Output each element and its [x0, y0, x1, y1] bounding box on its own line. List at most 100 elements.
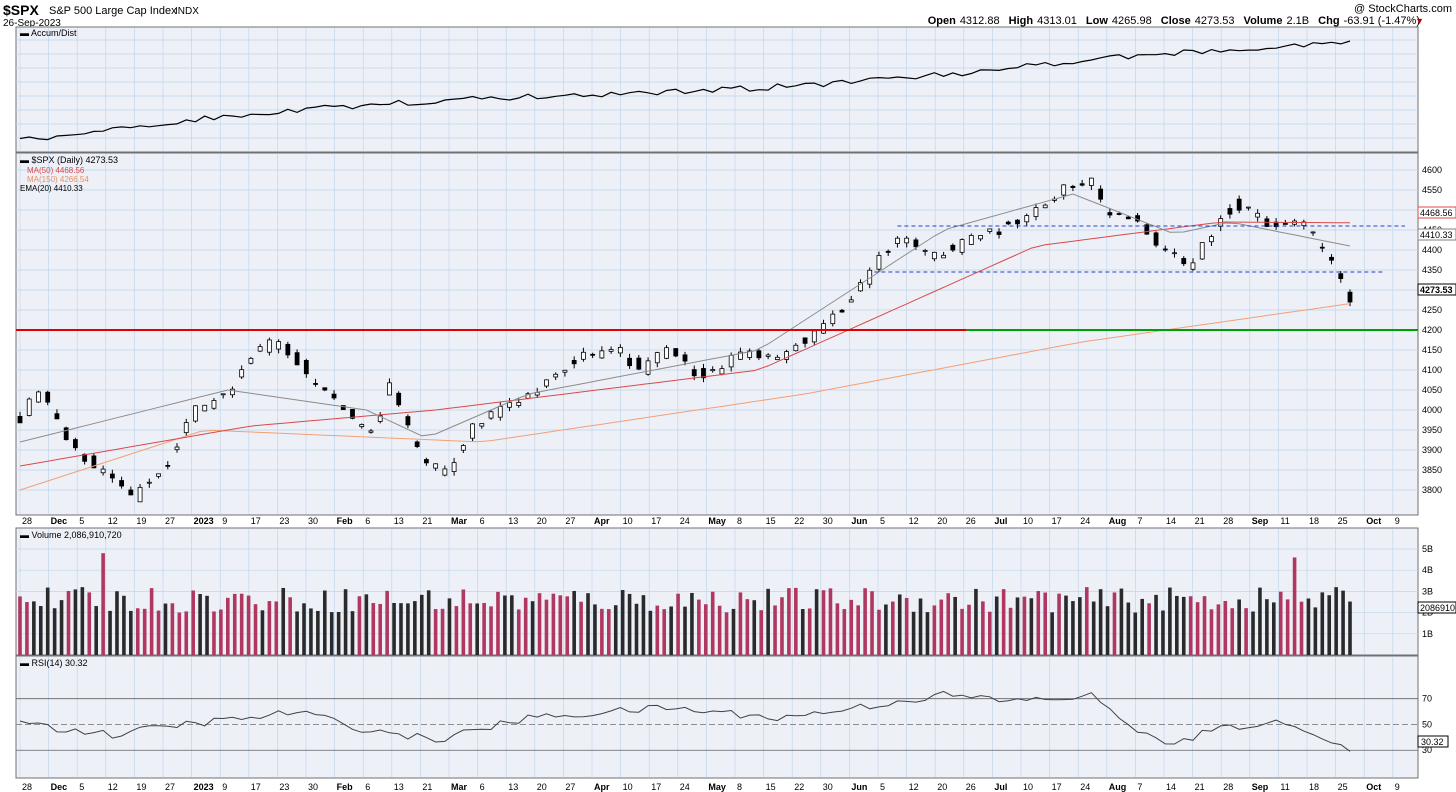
candle-body	[1061, 184, 1067, 196]
candle-body	[673, 348, 679, 357]
volume-bar	[690, 592, 694, 655]
candle-body	[1070, 185, 1076, 188]
x-tick-label: 17	[251, 782, 261, 792]
candle-body	[54, 413, 60, 420]
x-tick-label: Apr	[594, 782, 610, 792]
volume-bar	[800, 609, 805, 655]
volume-bar	[752, 600, 757, 655]
ma150-legend: MA(150) 4266.54	[27, 175, 89, 184]
candle-body	[183, 422, 189, 434]
volume-bar	[170, 603, 175, 655]
volume-bar	[426, 590, 431, 655]
candle-body	[257, 346, 263, 352]
candle-body	[978, 235, 983, 240]
x-tick-label: Aug	[1109, 516, 1127, 526]
volume-y-tick: 3B	[1422, 586, 1433, 596]
volume-bar	[856, 605, 860, 655]
volume-bar	[191, 590, 195, 655]
candle-body	[137, 486, 143, 503]
x-tick-label: 8	[737, 516, 742, 526]
volume-bar	[551, 593, 556, 655]
x-tick-label: 9	[222, 782, 227, 792]
volume-bar	[489, 606, 493, 655]
candle-body	[811, 330, 817, 343]
candle-body	[876, 255, 882, 270]
volume-bar	[260, 610, 265, 655]
volume-bar	[1168, 587, 1172, 655]
candle-body	[1162, 248, 1168, 251]
candle-body	[1015, 219, 1020, 225]
volume-bar	[198, 594, 202, 655]
x-tick-label: Mar	[451, 516, 468, 526]
candle-body	[747, 350, 753, 358]
volume-bar	[25, 602, 29, 655]
x-tick-label: 13	[508, 782, 518, 792]
candle-body	[756, 350, 762, 359]
candle-body	[895, 237, 900, 244]
x-tick-label: May	[708, 516, 726, 526]
candle-body	[848, 299, 854, 303]
volume-bar	[1306, 598, 1311, 655]
candle-body	[36, 391, 41, 403]
volume-bar	[953, 596, 957, 655]
candle-body	[1033, 207, 1039, 217]
volume-bar	[780, 597, 784, 655]
x-tick-label: 12	[108, 782, 118, 792]
price-y-tick: 4150	[1422, 345, 1442, 355]
candle-body	[248, 357, 254, 364]
chart-index-name: S&P 500 Large Cap Index	[49, 5, 177, 17]
candle-body	[913, 239, 919, 248]
x-tick-label: 25	[1338, 782, 1348, 792]
volume-bar	[343, 589, 348, 655]
x-tick-label: 11	[1280, 782, 1289, 792]
x-tick-label: 2023	[194, 782, 214, 792]
volume-bar	[897, 594, 902, 655]
volume-bar	[336, 611, 341, 655]
chg-down-arrow-icon: ▼	[1415, 16, 1424, 26]
x-tick-label: 24	[1080, 782, 1090, 792]
candle-body	[830, 313, 836, 325]
candle-body	[460, 445, 466, 451]
x-tick-label: 28	[1223, 782, 1233, 792]
candle-body	[1079, 183, 1085, 186]
candle-body	[821, 323, 826, 334]
volume-bar	[80, 587, 85, 655]
volume-bar	[565, 596, 570, 655]
candle-body	[885, 250, 891, 253]
volume-tag: 2086910	[1420, 603, 1455, 613]
price-y-tick: 3800	[1422, 485, 1442, 495]
volume-bar	[1050, 612, 1054, 655]
volume-bar	[1043, 592, 1048, 655]
x-tick-label: 20	[537, 516, 547, 526]
volume-bar	[1112, 592, 1117, 655]
price-y-tick: 4100	[1422, 365, 1442, 375]
x-tick-label: 12	[909, 516, 919, 526]
candle-body	[765, 354, 771, 357]
volume-bar	[59, 600, 64, 655]
volume-bar	[1230, 608, 1235, 655]
x-tick-label: 27	[165, 516, 175, 526]
candle-body	[571, 360, 577, 365]
volume-bar	[759, 610, 763, 655]
volume-bar	[440, 608, 445, 655]
volume-bar	[1001, 589, 1006, 655]
candle-body	[1255, 212, 1261, 218]
candle-body	[1282, 223, 1288, 225]
rsi-y-tick: 50	[1422, 719, 1432, 729]
volume-bar	[683, 606, 687, 655]
volume-bar	[454, 606, 459, 655]
x-tick-label: Dec	[51, 516, 68, 526]
candle-body	[507, 402, 512, 408]
x-tick-label: 7	[1137, 782, 1142, 792]
volume-bar	[870, 591, 874, 655]
volume-bar	[1285, 599, 1290, 655]
candle-body	[368, 430, 374, 433]
candle-body	[109, 473, 115, 479]
volume-bar	[523, 597, 528, 655]
ma150-line	[19, 303, 1351, 491]
volume-bar	[447, 598, 452, 655]
candle-body	[350, 408, 355, 419]
volume-bar	[724, 612, 729, 655]
candle-body	[738, 351, 743, 360]
x-tick-label: 25	[1338, 516, 1348, 526]
